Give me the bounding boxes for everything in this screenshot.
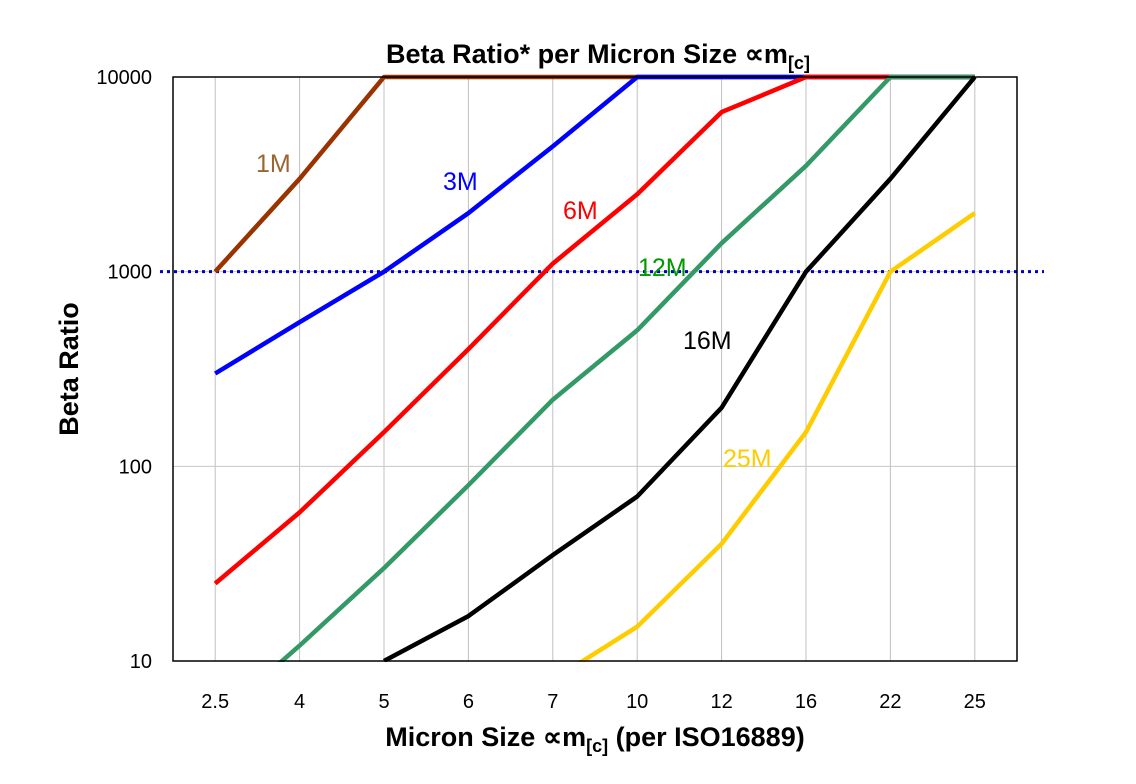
x-tick-label: 6	[463, 691, 474, 713]
series-label-1M: 1M	[256, 150, 291, 178]
y-tick-label: 1000	[108, 262, 153, 284]
series-label-3M: 3M	[443, 168, 478, 196]
x-tick-label: 22	[879, 691, 901, 713]
x-tick-label: 5	[378, 691, 389, 713]
series-label-16M: 16M	[683, 327, 732, 355]
y-tick-labels: 10000 1000 100 10	[96, 67, 152, 673]
x-axis-label: Micron Size ∝m[c] (per ISO16889)	[385, 722, 804, 756]
x-tick-label: 4	[294, 691, 305, 713]
x-tick-label: 2.5	[201, 691, 229, 713]
series-label-6M: 6M	[563, 197, 598, 225]
series-labels: 1M 3M 6M 12M 16M 25M	[256, 150, 772, 473]
plot-border	[172, 76, 1018, 662]
x-tick-label: 7	[547, 691, 558, 713]
y-tick-label: 10000	[96, 67, 152, 89]
chart-title: Beta Ratio* per Micron Size ∝m[c]	[386, 39, 810, 73]
series-line-25M	[576, 211, 977, 662]
y-tick-label: 10	[130, 651, 152, 673]
series-line-12M	[277, 74, 975, 662]
x-tick-label: 12	[710, 691, 732, 713]
y-tick-label: 100	[119, 456, 152, 478]
x-tick-label: 16	[795, 691, 817, 713]
x-tick-label: 25	[964, 691, 986, 713]
x-tick-label: 10	[626, 691, 648, 713]
plot-area	[173, 77, 1017, 661]
series-label-12M: 12M	[638, 254, 687, 282]
series-label-25M: 25M	[723, 445, 772, 473]
series-line-16M	[382, 75, 977, 662]
x-tick-labels: 2.5 4 5 6 7 10 12 16 22 25	[201, 691, 986, 713]
y-axis-label: Beta Ratio	[54, 302, 84, 436]
